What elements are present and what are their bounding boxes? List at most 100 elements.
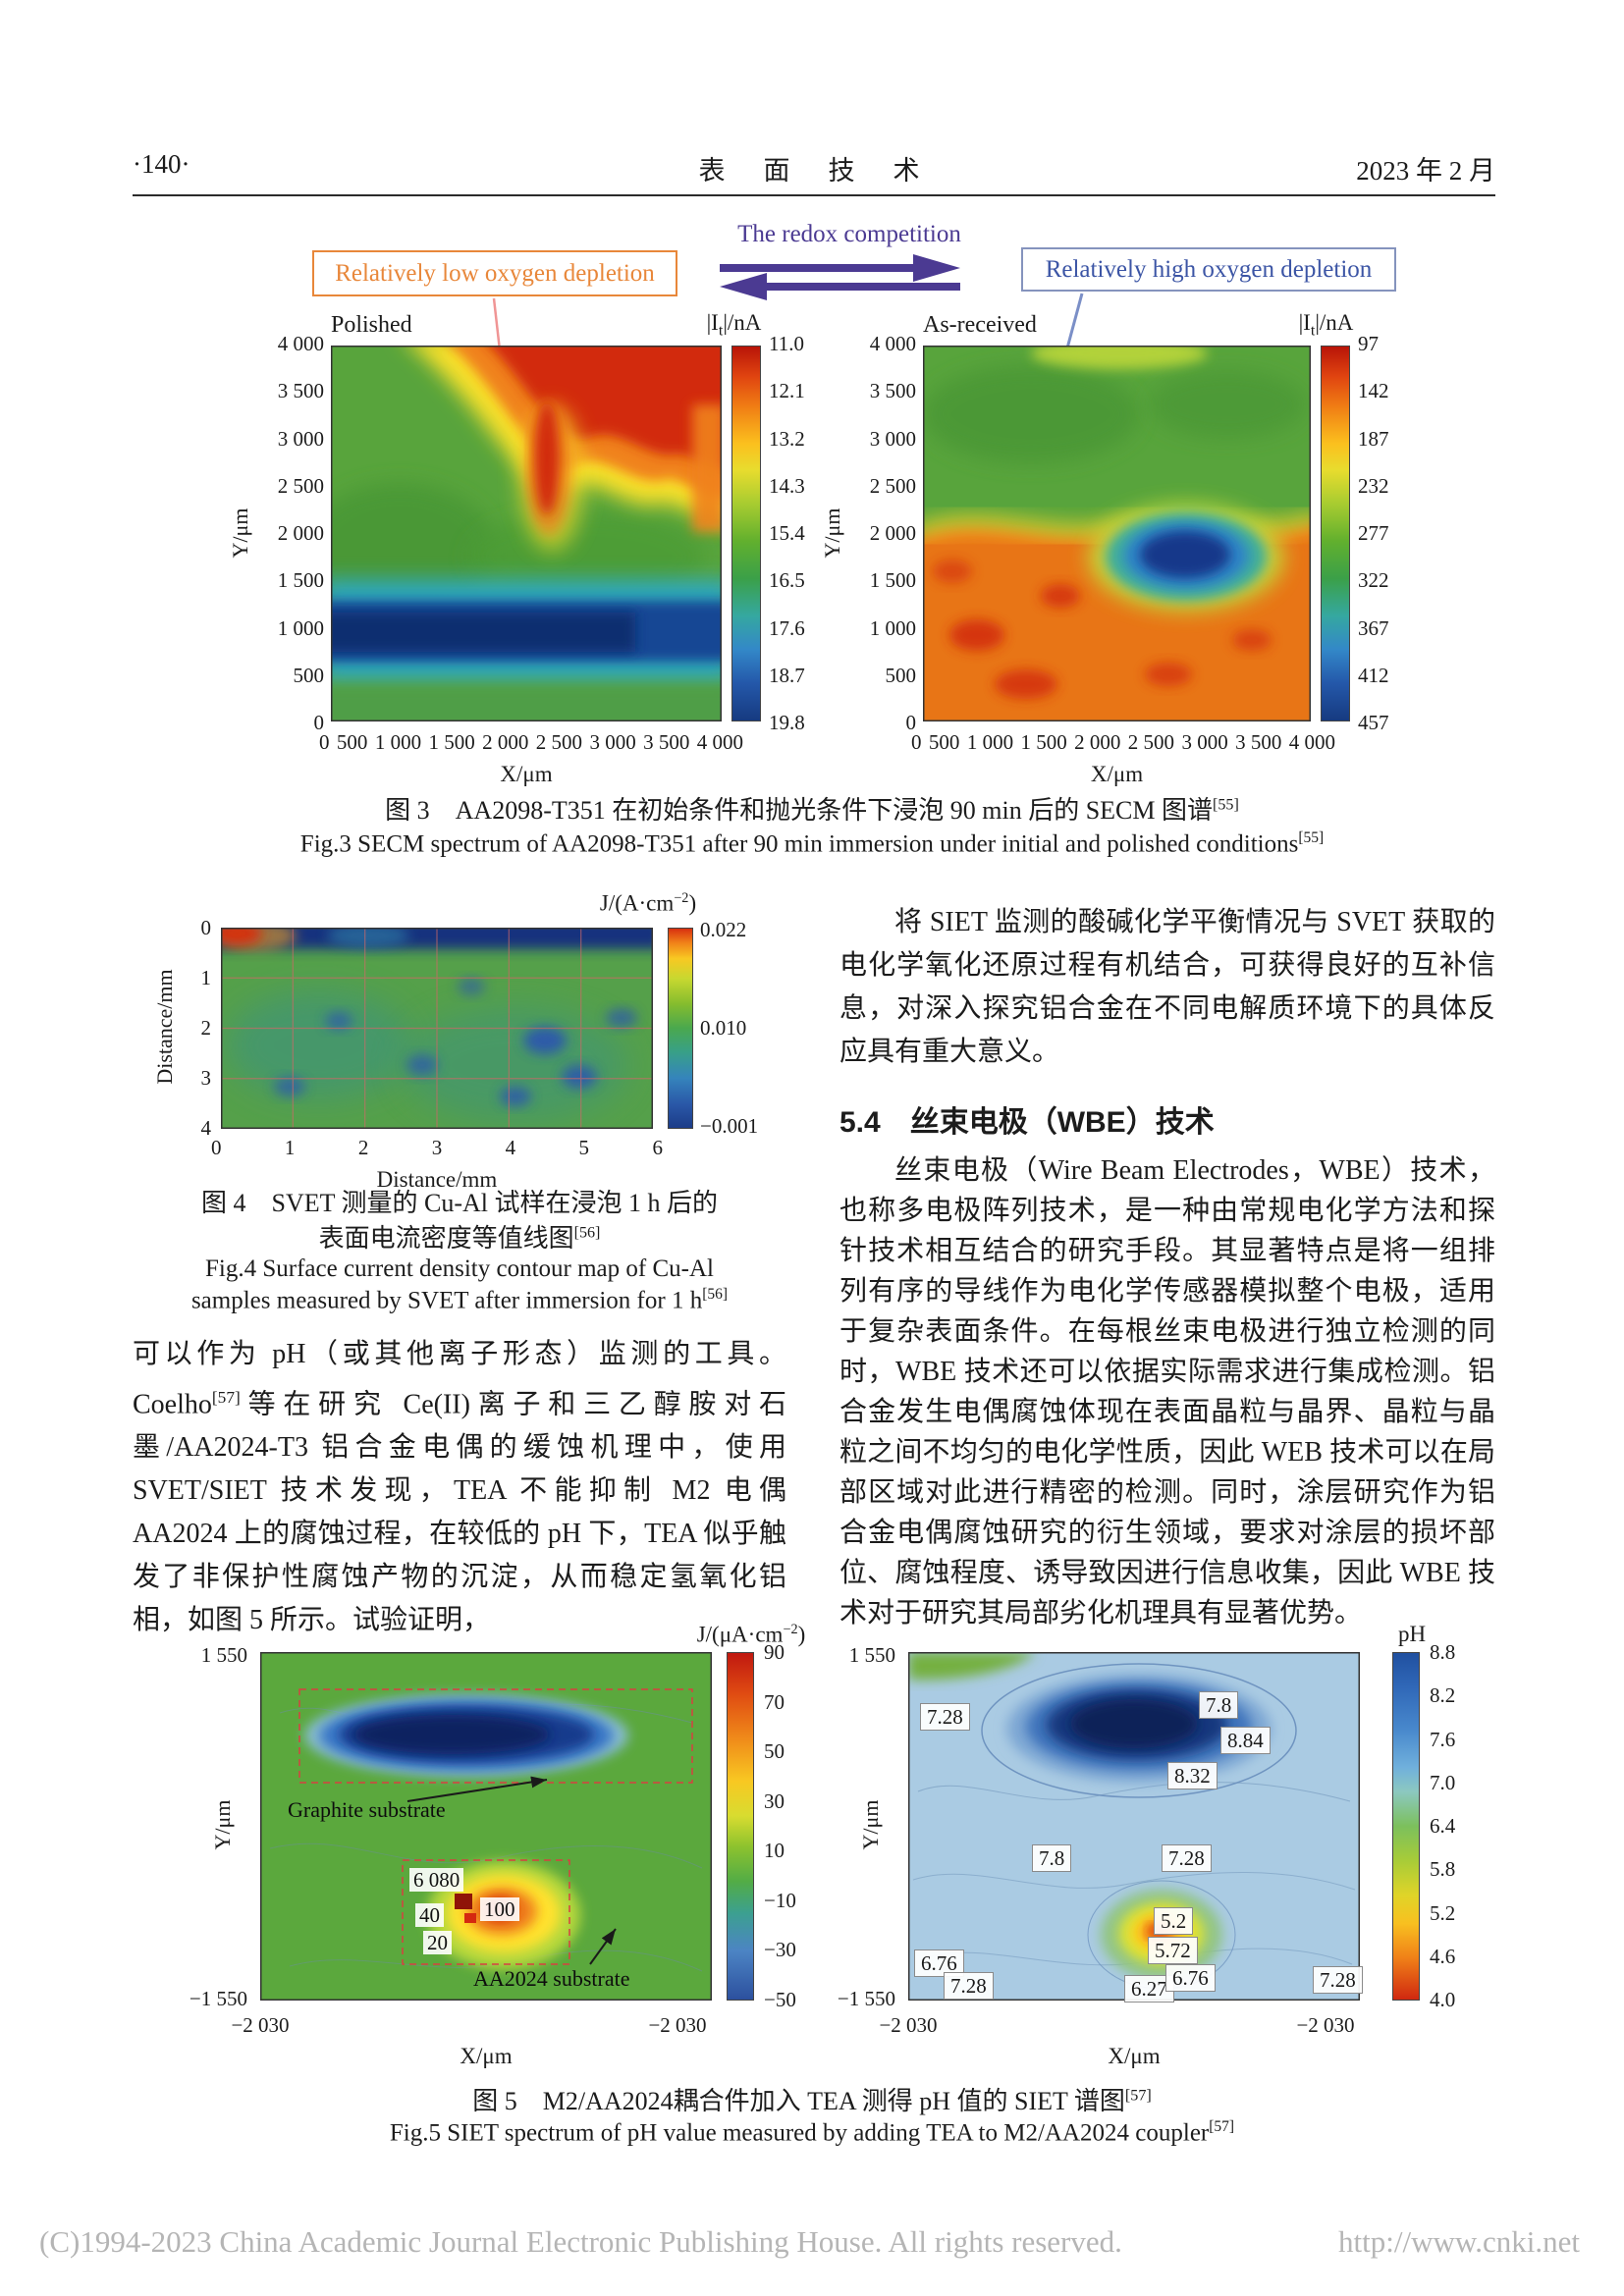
colorbar-tick-label: 50 — [764, 1739, 785, 1764]
fig3-high-oxygen-box: Relatively high oxygen depletion — [1021, 247, 1396, 292]
ph-annotation: 6.76 — [914, 1949, 964, 1977]
y-tick-label: 1 500 — [277, 568, 324, 593]
fig4-colorbar-ticks: 0.022 0.010 −0.001 — [700, 918, 758, 1139]
colorbar-tick-label: 70 — [764, 1689, 785, 1714]
colorbar-tick-label: 18.7 — [769, 663, 805, 687]
fig5-left-value-annotation: 20 — [423, 1931, 452, 1954]
x-tick-label: 1 000 — [966, 730, 1014, 754]
colorbar-tick-label: 457 — [1358, 711, 1389, 734]
right-column-paragraph-2: 丝束电极（Wire Beam Electrodes，WBE）技术，也称多电极阵列… — [839, 1155, 1495, 1629]
y-tick-label: 0 — [200, 916, 212, 939]
ph-annotation: 8.32 — [1167, 1762, 1218, 1789]
y-tick-label: 1 000 — [277, 615, 324, 640]
y-tick-label: 2 — [200, 1016, 212, 1040]
x-tick-label: 4 — [505, 1136, 516, 1159]
fig5-right-x-axis-label: X/μm — [1108, 2044, 1161, 2068]
x-tick-label: 2 500 — [535, 730, 583, 754]
x-tick-label: 500 — [336, 730, 368, 754]
header-rule — [133, 194, 1495, 196]
fig3-left-secm-map — [331, 346, 722, 721]
fig5-left-x-axis-label: X/μm — [460, 2044, 513, 2068]
colorbar-tick-label: 14.3 — [769, 473, 805, 498]
ph-annotation: 8.84 — [1220, 1727, 1271, 1754]
x-tick-label: 2 — [357, 1136, 369, 1159]
fig3-left-colorbar-ticks: 11.0 12.1 13.2 14.3 15.4 16.5 17.6 18.7 19.8 — [769, 332, 805, 735]
x-tick-label: 1 000 — [374, 730, 422, 754]
fig5-left-value-annotation: 100 — [480, 1897, 519, 1921]
y-tick-label: 1 000 — [869, 615, 916, 640]
ph-annotation: 7.8 — [1032, 1844, 1072, 1872]
colorbar-tick-label: 7.6 — [1430, 1727, 1456, 1751]
colorbar-tick-label: 19.8 — [769, 711, 805, 734]
x-tick-label: 0 — [911, 730, 922, 754]
fig4-colorbar-title: J/(A·cm−2) — [599, 890, 697, 916]
colorbar-tick-label: 30 — [764, 1789, 785, 1813]
fig3-redox-competition-label: The redox competition — [737, 221, 961, 247]
fig5-left-y-top-tick: 1 550 — [200, 1643, 247, 1667]
figure4: J/(A·cm−2) 0 1 2 3 4 Distance/mm — [133, 888, 800, 1312]
y-tick-label: 2 000 — [277, 521, 324, 545]
colorbar-tick-label: 5.2 — [1430, 1900, 1456, 1925]
x-tick-label: 1 500 — [1020, 730, 1067, 754]
fig3-right-title: As-received — [923, 312, 1037, 338]
colorbar-tick-label: 5.8 — [1430, 1857, 1456, 1882]
fig5-right-x-right-tick: −2 030 — [1296, 2013, 1355, 2037]
y-tick-label: 2 500 — [869, 473, 916, 498]
fig5-right-y-bottom-tick: −1 550 — [837, 1987, 895, 2010]
fig4-svet-map — [221, 928, 653, 1129]
fig3-right-colorbar-ticks: 97 142 187 232 277 322 367 412 457 — [1358, 332, 1389, 735]
y-tick-label: 1 500 — [869, 568, 916, 593]
colorbar-tick-label: 7.0 — [1430, 1770, 1456, 1794]
fig5-right-y-axis-label: Y/μm — [858, 1799, 883, 1850]
fig5-right-x-left-tick: −2 030 — [879, 2013, 938, 2037]
fig5-right-map-canvas — [908, 1652, 1360, 2001]
colorbar-tick-label: 367 — [1358, 615, 1389, 640]
x-tick-label: 3 000 — [1181, 730, 1228, 754]
colorbar-tick-label: 15.4 — [769, 521, 805, 545]
header-journal-title: 表 面 技 术 — [698, 156, 926, 186]
fig4-x-axis-label: Distance/mm — [376, 1167, 498, 1192]
colorbar-tick-label: 8.8 — [1430, 1640, 1456, 1664]
x-tick-label: 1 500 — [428, 730, 475, 754]
fig3-right-y-axis-label: Y/μm — [820, 507, 844, 559]
x-tick-label: 5 — [578, 1136, 590, 1159]
fig4-y-ticks: 0 1 2 3 4 — [170, 916, 212, 1141]
fig4-colorbar — [668, 928, 693, 1129]
fig5-left-siet-map: Graphite substrate AA2024 substrate 6 08… — [260, 1652, 712, 2001]
fig5-left-colorbar-ticks: 90 70 50 30 10 −10 −30 −50 — [764, 1640, 796, 2012]
x-tick-label: 2 500 — [1127, 730, 1175, 754]
page-footer: (C)1994-2023 China Academic Journal Elec… — [39, 2224, 1580, 2260]
fig5-left-x-left-tick: −2 030 — [231, 2013, 290, 2037]
fig5-left-y-axis-label: Y/μm — [210, 1799, 235, 1850]
colorbar-tick-label: 10 — [764, 1839, 785, 1863]
colorbar-tick-label: −50 — [764, 1987, 796, 2011]
fig3-left-colorbar — [731, 346, 761, 721]
y-tick-label: 1 — [200, 966, 212, 989]
fig3-right-secm-map — [923, 346, 1311, 721]
fig3-right-colorbar — [1321, 346, 1350, 721]
colorbar-tick-label: 13.2 — [769, 426, 805, 451]
y-tick-label: 3 000 — [277, 426, 324, 451]
y-tick-label: 0 — [905, 711, 917, 734]
ph-annotation: 7.8 — [1199, 1691, 1239, 1719]
y-tick-label: 3 500 — [869, 379, 916, 403]
colorbar-tick-label: −30 — [764, 1938, 796, 1962]
ph-annotation: 7.28 — [920, 1703, 970, 1731]
fig3-right-x-axis-label: X/μm — [1090, 762, 1144, 786]
fig5-left-value-annotation: 40 — [415, 1903, 444, 1927]
fig5-right-colorbar-ticks: 8.8 8.2 7.6 7.0 6.4 5.8 5.2 4.6 4.0 — [1430, 1640, 1455, 2012]
colorbar-tick-label: −10 — [764, 1888, 796, 1912]
fig3-right-colorbar-title: |It|/nA — [1298, 310, 1354, 340]
colorbar-tick-label: 6.4 — [1430, 1814, 1456, 1838]
fig3-left-x-axis-label: X/μm — [500, 762, 553, 786]
x-tick-label: 3 500 — [643, 730, 690, 754]
fig5-left-map-canvas — [260, 1652, 712, 2001]
x-tick-label: 0 — [211, 1136, 222, 1159]
ph-annotation: 5.2 — [1154, 1907, 1194, 1935]
right-column-paragraph-1: 将 SIET 监测的酸碱化学平衡情况与 SVET 获取的电化学氧化还原过程有机结… — [839, 907, 1495, 1067]
x-tick-label: 2 000 — [1074, 730, 1121, 754]
x-tick-label: 2 000 — [482, 730, 529, 754]
colorbar-tick-label: 16.5 — [769, 568, 805, 593]
header-page-number: ·140· — [133, 149, 190, 179]
fig5-left-value-annotation: 6 080 — [409, 1868, 464, 1892]
